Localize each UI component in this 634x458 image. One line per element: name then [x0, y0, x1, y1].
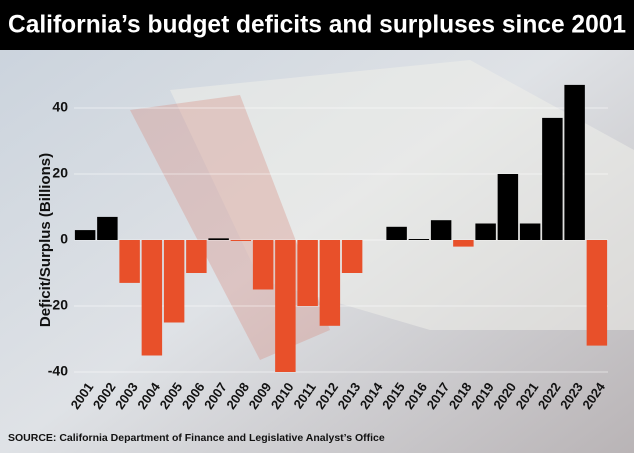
bar [119, 240, 140, 283]
y-tick-label: -40 [48, 363, 68, 379]
bar [564, 84, 585, 241]
y-tick-label: 20 [52, 165, 68, 181]
bar [341, 240, 363, 273]
bar [141, 240, 163, 356]
bar [586, 240, 608, 346]
bar [542, 117, 563, 240]
bar [208, 238, 229, 240]
bar [453, 240, 474, 247]
bar [408, 239, 430, 240]
bar [319, 240, 341, 326]
bar [475, 223, 496, 240]
y-tick-label: 0 [60, 231, 68, 247]
bar [186, 240, 207, 273]
bar [97, 216, 118, 240]
title-bar [0, 0, 634, 50]
bar [297, 240, 318, 306]
y-tick-label: -20 [48, 297, 68, 313]
bar [497, 174, 519, 240]
y-axis-label: Deficit/Surplus (Billions) [37, 153, 54, 327]
bar [430, 220, 452, 240]
bar [252, 240, 274, 290]
bar [386, 226, 407, 240]
bar [163, 240, 185, 323]
bar [230, 240, 252, 241]
chart-title: California’s budget deficits and surplus… [8, 11, 626, 39]
bar [519, 223, 541, 240]
bar [74, 230, 96, 240]
source: SOURCE: California Department of Finance… [8, 432, 385, 444]
y-tick-label: 40 [52, 99, 68, 115]
bar [275, 240, 296, 372]
